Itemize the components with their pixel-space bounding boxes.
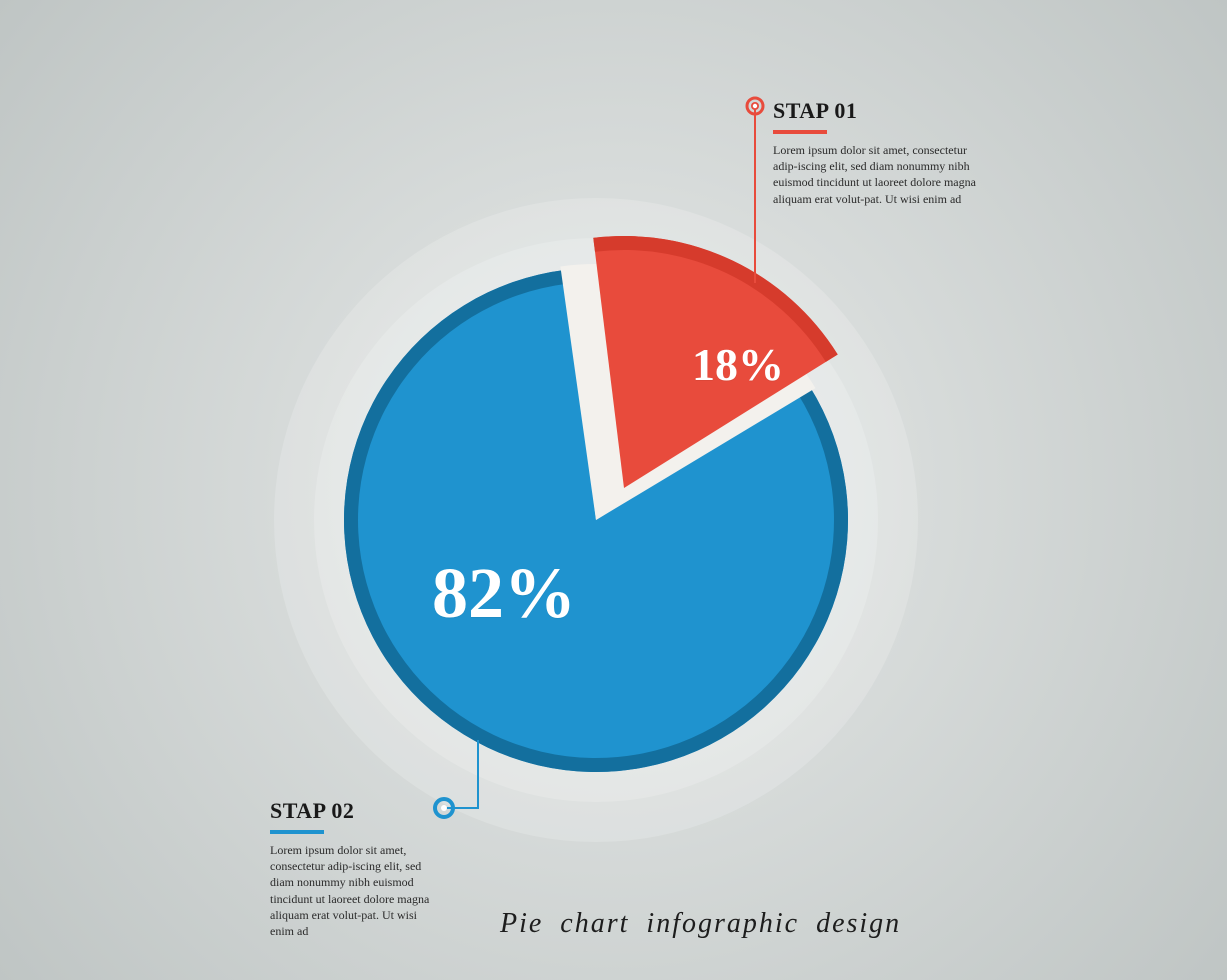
infographic-stage: 18% 82% STAP 01 Lorem ipsum dolor sit am… [0, 0, 1227, 980]
leader-lines [0, 0, 1227, 980]
